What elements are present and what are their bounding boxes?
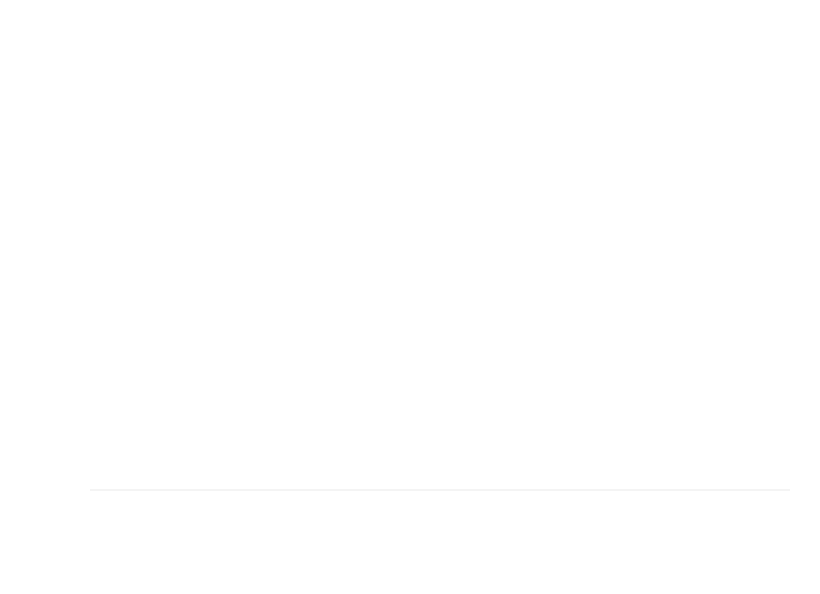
line-chart — [0, 0, 820, 594]
chart-container — [0, 0, 820, 594]
